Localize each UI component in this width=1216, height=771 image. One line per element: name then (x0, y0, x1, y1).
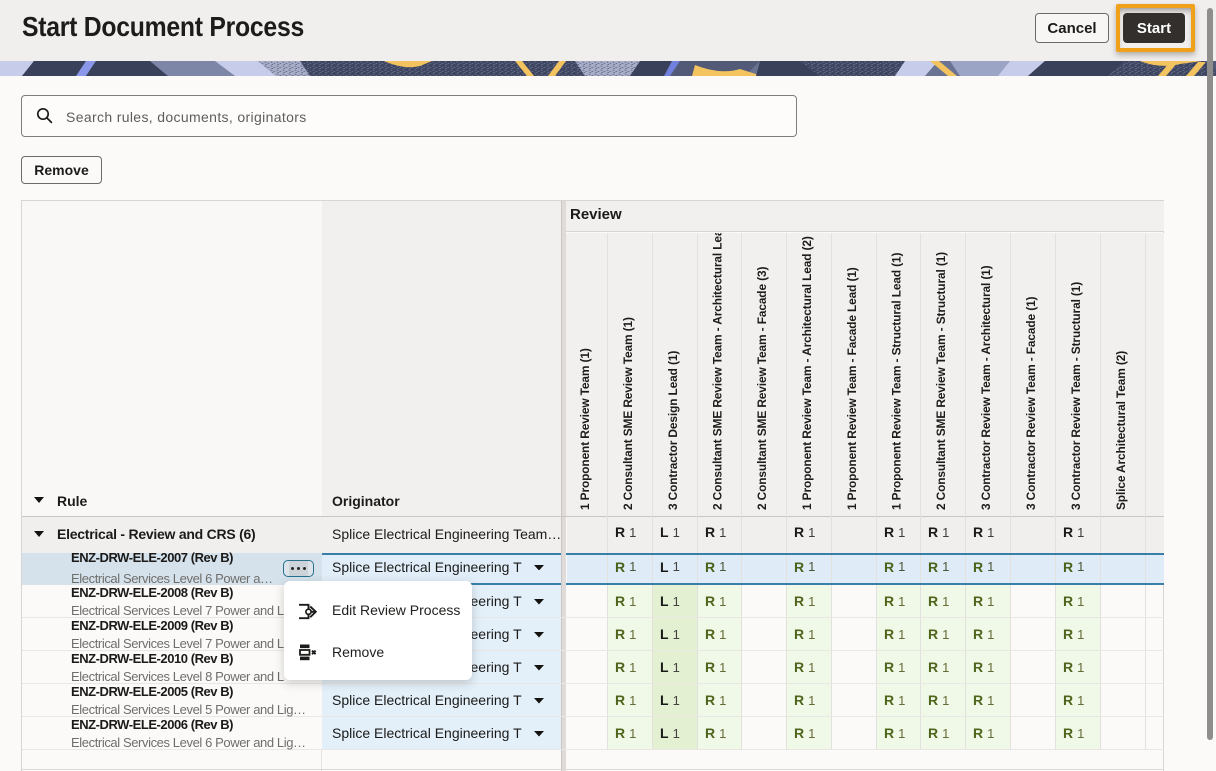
svg-text:2 Consultant SME Review Team -: 2 Consultant SME Review Team - Structura… (934, 252, 948, 510)
svg-text:3 Contractor Review Team - Fac: 3 Contractor Review Team - Facade (1) (1024, 296, 1038, 510)
svg-text:3 Contractor Review Team - Str: 3 Contractor Review Team - Structural (1… (1069, 282, 1083, 510)
svg-text:2 Consultant SME Review Team (: 2 Consultant SME Review Team (1) (621, 317, 635, 510)
svg-text:3 Contractor Design Lead (1): 3 Contractor Design Lead (1) (666, 351, 680, 510)
svg-text:1 Proponent Review Team - Stru: 1 Proponent Review Team - Structural Lea… (889, 252, 903, 510)
svg-text:2 Consultant SME Review Team -: 2 Consultant SME Review Team - Architect… (710, 233, 724, 510)
svg-text:1 Proponent Review Team - Faca: 1 Proponent Review Team - Facade Lead (1… (845, 267, 859, 510)
svg-text:Splice Architectural Team (2): Splice Architectural Team (2) (1114, 351, 1128, 510)
svg-text:1 Proponent Review Team (1): 1 Proponent Review Team (1) (578, 348, 592, 510)
svg-text:2 Consultant SME Review Team -: 2 Consultant SME Review Team - Facade (3… (755, 267, 769, 510)
svg-text:1 Proponent Review Team - Arch: 1 Proponent Review Team - Architectural … (800, 236, 814, 510)
svg-text:3 Contractor Review Team - Arc: 3 Contractor Review Team - Architectural… (979, 265, 993, 510)
